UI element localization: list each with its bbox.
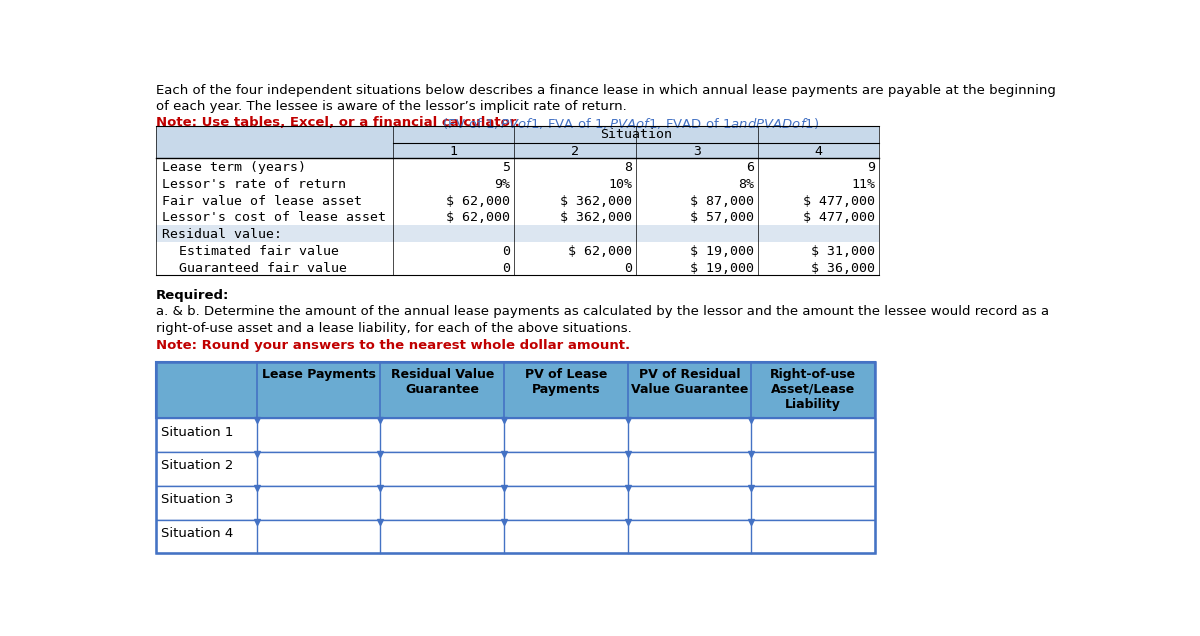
Text: Guaranteed fair value: Guaranteed fair value [180, 262, 348, 275]
Text: $ 57,000: $ 57,000 [690, 211, 754, 225]
Text: Residual Value
Guarantee: Residual Value Guarantee [390, 368, 494, 396]
Text: $ 87,000: $ 87,000 [690, 195, 754, 207]
Text: 9: 9 [868, 161, 876, 174]
Text: $ 477,000: $ 477,000 [804, 211, 876, 225]
Bar [156, 418, 875, 452]
Text: Lessor's rate of return: Lessor's rate of return [162, 178, 347, 191]
Text: 11%: 11% [852, 178, 876, 191]
Text: Situation: Situation [600, 128, 672, 141]
Text: 2: 2 [571, 145, 580, 158]
Text: a. & b. Determine the amount of the annual lease payments as calculated by the l: a. & b. Determine the amount of the annu… [156, 305, 1049, 319]
Text: $ 19,000: $ 19,000 [690, 262, 754, 275]
Bar [156, 209, 880, 225]
Text: $ 362,000: $ 362,000 [560, 195, 632, 207]
Text: $ 19,000: $ 19,000 [690, 245, 754, 258]
Text: $ 36,000: $ 36,000 [811, 262, 876, 275]
Bar [156, 486, 875, 520]
Text: 10%: 10% [608, 178, 632, 191]
Bar [156, 175, 880, 191]
Text: $ 62,000: $ 62,000 [446, 195, 510, 207]
Bar [156, 259, 880, 275]
Text: of each year. The lessee is aware of the lessor’s implicit rate of return.: of each year. The lessee is aware of the… [156, 100, 626, 113]
Text: Situation 1: Situation 1 [161, 425, 233, 439]
Bar [156, 363, 875, 553]
Text: Each of the four independent situations below describes a finance lease in which: Each of the four independent situations … [156, 84, 1056, 97]
Text: 9%: 9% [494, 178, 510, 191]
Text: Situation 2: Situation 2 [161, 459, 233, 473]
Text: right-of-use asset and a lease liability, for each of the above situations.: right-of-use asset and a lease liability… [156, 322, 632, 335]
Text: $ 62,000: $ 62,000 [446, 211, 510, 225]
Text: 0: 0 [624, 262, 632, 275]
Bar [156, 242, 880, 259]
Text: 1: 1 [450, 145, 457, 158]
Text: Situation 4: Situation 4 [161, 527, 233, 540]
Text: Estimated fair value: Estimated fair value [180, 245, 340, 258]
Text: 3: 3 [692, 145, 701, 158]
Bar [156, 225, 880, 242]
Bar [156, 363, 875, 418]
Text: (FV of $1, PV of $1, FVA of $1, PVA of $1, FVAD of $1 and PVAD of $1): (FV of $1, PV of $1, FVA of $1, PVA of $… [438, 116, 820, 132]
Text: Residual value:: Residual value: [162, 228, 282, 241]
Text: $ 62,000: $ 62,000 [568, 245, 632, 258]
Bar [156, 191, 880, 209]
Text: Lease Payments: Lease Payments [262, 368, 376, 381]
Text: $ 477,000: $ 477,000 [804, 195, 876, 207]
Text: Note: Use tables, Excel, or a financial calculator.: Note: Use tables, Excel, or a financial … [156, 116, 520, 129]
Text: Fair value of lease asset: Fair value of lease asset [162, 195, 362, 207]
Text: Note: Round your answers to the nearest whole dollar amount.: Note: Round your answers to the nearest … [156, 338, 630, 352]
Text: 6: 6 [745, 161, 754, 174]
Text: 0: 0 [503, 245, 510, 258]
Text: Situation 3: Situation 3 [161, 494, 233, 506]
Text: Lessor's cost of lease asset: Lessor's cost of lease asset [162, 211, 386, 225]
Text: $ 31,000: $ 31,000 [811, 245, 876, 258]
Bar [392, 125, 880, 142]
Text: 4: 4 [815, 145, 822, 158]
Bar [156, 158, 880, 175]
Text: Required:: Required: [156, 289, 229, 302]
Text: PV of Residual
Value Guarantee: PV of Residual Value Guarantee [631, 368, 748, 396]
Bar [156, 520, 875, 553]
Text: Lease term (years): Lease term (years) [162, 161, 306, 174]
Text: PV of Lease
Payments: PV of Lease Payments [524, 368, 607, 396]
Bar [156, 452, 875, 486]
Text: $ 362,000: $ 362,000 [560, 211, 632, 225]
Text: Right-of-use
Asset/Lease
Liability: Right-of-use Asset/Lease Liability [769, 368, 856, 411]
Text: 8: 8 [624, 161, 632, 174]
Text: 5: 5 [503, 161, 510, 174]
Bar [156, 125, 880, 158]
Text: 0: 0 [503, 262, 510, 275]
Text: 8%: 8% [738, 178, 754, 191]
